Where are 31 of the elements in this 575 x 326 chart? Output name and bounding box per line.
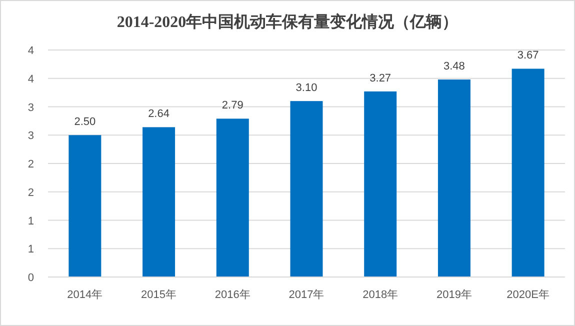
bar (438, 80, 470, 277)
chart-title: 2014-2020年中国机动车保有量变化情况（亿辆） (116, 13, 458, 31)
data-label: 2.79 (222, 100, 244, 112)
bar (142, 127, 176, 277)
data-label: 3.48 (444, 60, 465, 73)
bar (290, 101, 323, 277)
bar (216, 118, 249, 277)
data-label: 3.10 (296, 82, 318, 94)
y-tick-label: 2 (28, 158, 34, 170)
bar (364, 91, 397, 277)
data-label: 3.27 (370, 72, 392, 84)
y-tick-label: 1 (28, 244, 34, 256)
y-tick-label: 4 (28, 45, 34, 57)
y-tick-label: 3 (28, 102, 34, 114)
x-tick-label: 2014年 (67, 289, 103, 301)
y-tick-label: 3 (28, 130, 34, 142)
y-tick-label: 1 (28, 215, 34, 228)
x-tick-label: 2018年 (362, 289, 398, 301)
y-tick-label: 2 (28, 186, 34, 199)
x-tick-label: 2017年 (288, 289, 324, 301)
data-label: 3.67 (517, 50, 539, 62)
x-tick-label: 2020E年 (506, 289, 550, 301)
y-tick-label: 0 (28, 272, 34, 284)
x-tick-label: 2019年 (436, 289, 472, 301)
data-label: 2.64 (148, 108, 170, 120)
bar (68, 135, 102, 277)
x-tick-label: 2015年 (141, 289, 177, 301)
y-tick-label: 4 (28, 73, 34, 86)
bar (512, 68, 544, 277)
data-label: 2.50 (74, 116, 96, 128)
x-tick-label: 2016年 (214, 289, 250, 301)
